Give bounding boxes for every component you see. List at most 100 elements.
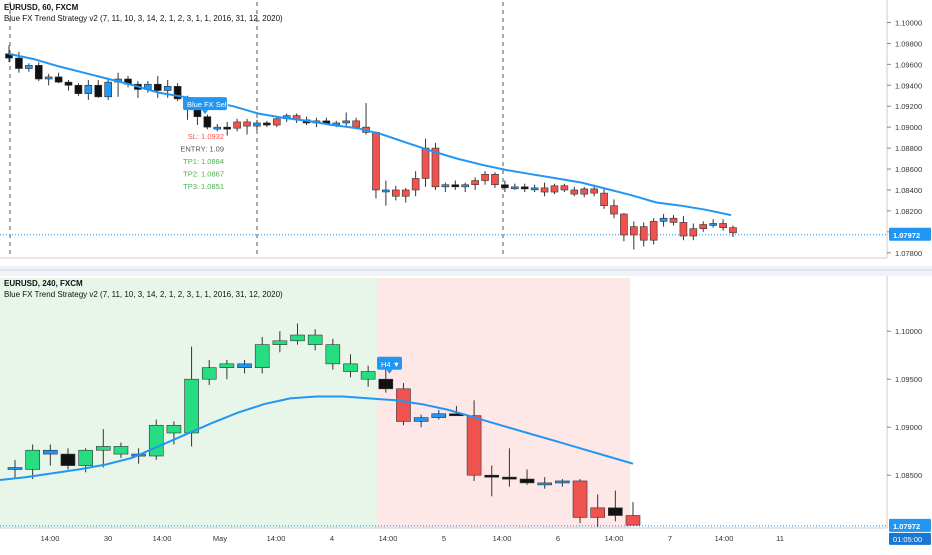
candle-body — [25, 449, 40, 470]
candle — [491, 172, 499, 188]
trade-level-label: TP3: 1.0851 — [183, 182, 224, 191]
candle-body — [649, 221, 658, 241]
candle — [263, 120, 271, 128]
symbol-legend[interactable]: EURUSD, 240, FXCM — [4, 279, 83, 288]
trend-line — [0, 395, 634, 481]
candle — [60, 448, 76, 470]
candle-body — [590, 188, 598, 194]
candle — [203, 114, 212, 130]
last-price-value: 1.07972 — [893, 522, 920, 531]
time-tick-label: 14:00 — [493, 534, 512, 543]
price-tick-label: 1.10000 — [895, 327, 922, 336]
candle-body — [43, 449, 58, 455]
candle-body — [511, 186, 519, 190]
candle-body — [148, 424, 164, 457]
candle — [184, 346, 199, 447]
candle — [307, 329, 323, 351]
candle-body — [352, 120, 360, 128]
candle-body — [431, 147, 440, 188]
candle — [44, 73, 53, 86]
candle-body — [15, 57, 23, 69]
candle — [421, 138, 430, 187]
candle-body — [401, 189, 410, 197]
panel-divider[interactable] — [0, 266, 932, 276]
candle-body — [201, 367, 217, 380]
candle — [625, 502, 641, 526]
candle — [484, 465, 500, 497]
candle — [74, 83, 83, 96]
candle-body — [572, 480, 588, 518]
candle — [94, 80, 103, 98]
candle — [620, 212, 628, 242]
candle — [173, 83, 182, 101]
candle — [679, 216, 688, 241]
candle-body — [253, 122, 261, 127]
candle — [5, 45, 13, 63]
candle-body — [729, 227, 737, 234]
symbol-legend[interactable]: EURUSD, 60, FXCM — [4, 3, 79, 12]
signal-box — [377, 356, 402, 370]
candle — [431, 409, 447, 420]
candle — [689, 223, 698, 241]
price-tick-label: 1.07800 — [895, 249, 922, 258]
candle-body — [104, 81, 112, 98]
candle-body — [219, 363, 235, 368]
time-tick-label: 11 — [776, 534, 784, 543]
candle — [639, 222, 648, 247]
candle — [114, 72, 122, 97]
candle — [25, 63, 33, 72]
candle-body — [519, 478, 535, 484]
candle — [630, 221, 638, 250]
candle-body — [537, 482, 553, 486]
candle — [84, 80, 93, 100]
time-tick-label: 5 — [442, 534, 446, 543]
candle — [560, 183, 569, 193]
indicator-legend[interactable]: Blue FX Trend Strategy v2 (7, 11, 10, 3,… — [4, 14, 283, 23]
candle — [382, 180, 390, 206]
candle — [600, 187, 608, 209]
candle — [659, 214, 668, 227]
last-price-tag — [889, 227, 931, 241]
candle — [342, 112, 351, 128]
price-tick-label: 1.09600 — [895, 60, 922, 69]
signal-pointer — [386, 369, 393, 374]
candle-body — [610, 205, 618, 215]
candle-body — [44, 76, 53, 80]
candle — [325, 338, 341, 370]
candle-body — [669, 217, 678, 223]
candle-body — [502, 476, 517, 480]
candle-body — [560, 185, 569, 191]
candle-body — [441, 184, 450, 188]
price-tick-label: 1.09000 — [895, 423, 922, 432]
trade-level-label: ENTRY: 1.09 — [180, 145, 224, 154]
time-tick-label: 14:00 — [267, 534, 286, 543]
candle — [461, 182, 470, 193]
candle — [148, 419, 164, 460]
candle-body — [233, 121, 241, 129]
candle-body — [272, 340, 288, 345]
candle — [572, 479, 588, 524]
candle-body — [64, 81, 73, 86]
candle — [431, 142, 440, 190]
indicator-legend[interactable]: Blue FX Trend Strategy v2 (7, 11, 10, 3,… — [4, 290, 283, 299]
candle — [466, 400, 482, 481]
candle-body — [166, 424, 182, 434]
candle-body — [84, 84, 93, 94]
candle-body — [608, 507, 623, 516]
signal-marker[interactable]: Blue FX Sell — [183, 97, 229, 115]
candle — [555, 479, 570, 487]
candle-body — [254, 344, 270, 368]
signal-box — [183, 97, 227, 111]
candle-body — [580, 188, 589, 195]
candle-body — [421, 147, 430, 179]
candle — [669, 215, 678, 226]
candle-body — [396, 388, 411, 422]
price-tick-label: 1.08400 — [895, 186, 922, 195]
signal-marker[interactable]: H4 ▼ — [377, 356, 402, 374]
candle-body — [307, 334, 323, 345]
candle — [550, 183, 559, 195]
candle-body — [620, 213, 628, 236]
candle — [511, 183, 519, 190]
candle — [7, 459, 23, 480]
